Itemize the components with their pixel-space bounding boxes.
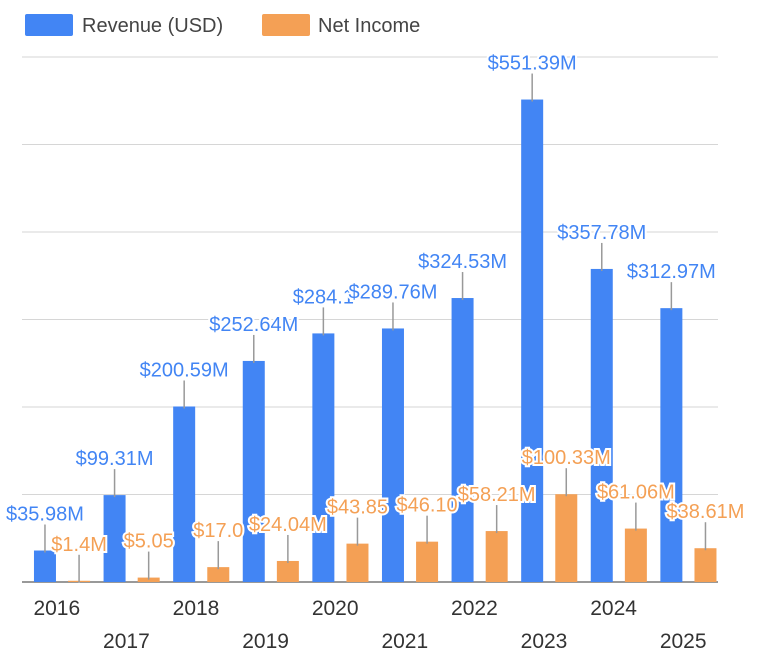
bar-revenue [451,298,474,582]
data-label-revenue: $99.31M [76,448,154,470]
data-label-net-income: $5.05 [124,531,174,553]
data-label-revenue: $289.76M [348,281,437,303]
x-tick-label: 2022 [451,597,498,620]
data-label-net-income: $100.33M [522,447,611,469]
data-label-revenue: $357.78M [557,222,646,244]
data-label-revenue: $200.59M [140,359,229,381]
data-label-net-income: $61.06M [597,482,675,504]
data-label-net-income: $43.85 [327,497,388,519]
bar-revenue [312,333,335,582]
legend-swatch-revenue [25,14,73,36]
x-tick-label: 2025 [660,630,707,653]
bar-net-income [485,531,508,582]
bar-revenue [173,406,196,582]
bar-revenue [381,328,404,582]
bar-revenue [103,495,126,582]
x-tick-label: 2018 [173,597,220,620]
data-label-net-income: $58.21M [458,484,536,506]
bar-revenue [590,268,613,582]
x-tick-label: 2023 [521,630,568,653]
legend-label-revenue: Revenue (USD) [82,15,223,37]
data-label-net-income: $38.61M [667,501,745,523]
data-label-revenue: $312.97M [627,261,716,283]
data-label-revenue: $551.39M [488,53,577,75]
bars [33,99,717,582]
bar-revenue [242,360,265,582]
x-tick-label: 2024 [590,597,637,620]
bar-net-income [624,528,647,582]
x-tick-label: 2021 [381,630,428,653]
data-label-revenue: $35.98M [6,504,84,526]
x-tick-label: 2017 [103,630,150,653]
legend-swatch-net-income [262,14,310,36]
data-label-net-income: $1.4M [51,534,107,556]
x-tick-label: 2020 [312,597,359,620]
bar-revenue [33,550,56,582]
data-label-net-income: $17.0 [193,520,243,542]
data-label-net-income: $24.04M [249,514,327,536]
data-labels: $35.98M $1.4M $99.31M $5.05 $200.59M $17.0 $25… [4,51,746,583]
bar-revenue [521,99,544,582]
bar-net-income [416,541,439,582]
data-label-revenue: $252.64M [209,314,298,336]
bar-net-income [694,548,717,582]
x-axis: 2016 2017 2018 2019 2020 2021 2022 2023 2024 2025 [33,597,706,653]
bar-net-income [346,543,369,582]
data-label-revenue: $284.1 [293,286,354,308]
x-tick-label: 2019 [242,630,289,653]
x-tick-label: 2016 [33,597,80,620]
bar-net-income [137,577,160,582]
bar-revenue [660,308,683,582]
data-label-net-income: $46.10 [396,495,457,517]
bar-net-income [207,567,230,582]
legend: Revenue (USD) Net Income [25,14,420,37]
legend-label-net-income: Net Income [318,15,420,37]
data-label-revenue: $324.53M [418,251,507,273]
bar-net-income [276,560,299,582]
bar-net-income [555,494,578,582]
